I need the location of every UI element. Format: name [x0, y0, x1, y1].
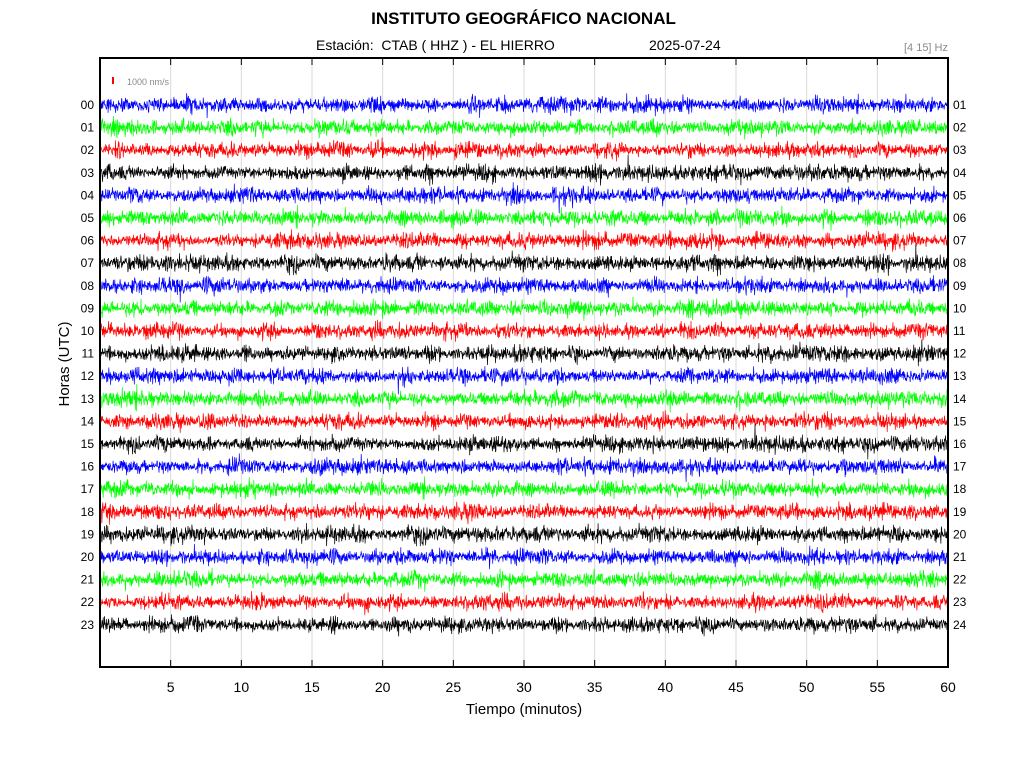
hour-label-right: 21 [953, 550, 967, 564]
hour-label-right: 12 [953, 347, 967, 361]
date-label: 2025-07-24 [649, 37, 721, 53]
hour-label-left: 10 [81, 324, 95, 338]
hour-label-left: 08 [81, 279, 95, 293]
hour-label-right: 20 [953, 527, 967, 541]
hour-label-left: 12 [81, 369, 95, 383]
x-tick-label: 20 [375, 679, 391, 695]
trace-hour-22 [100, 590, 948, 616]
hour-label-right: 15 [953, 414, 967, 428]
hour-label-right: 11 [953, 324, 966, 338]
hour-label-right: 13 [953, 369, 967, 383]
x-tick-label: 25 [446, 679, 462, 695]
hour-label-left: 09 [81, 301, 95, 315]
trace-hour-04 [100, 182, 948, 214]
hour-label-right: 06 [953, 211, 967, 225]
x-tick-label: 60 [940, 679, 956, 695]
hour-label-right: 05 [953, 188, 967, 202]
hour-label-right: 16 [953, 437, 967, 451]
trace-hour-06 [100, 228, 948, 252]
hour-label-left: 16 [81, 460, 95, 474]
hour-label-left: 20 [81, 550, 95, 564]
x-tick-label: 40 [658, 679, 674, 695]
trace-hour-02 [100, 137, 948, 162]
trace-hour-19 [100, 522, 948, 547]
hour-label-right: 01 [953, 98, 967, 112]
hour-label-right: 02 [953, 121, 967, 135]
hour-label-right: 18 [953, 482, 967, 496]
amplitude-scale: 1000 nm/s [112, 77, 170, 87]
hour-label-left: 14 [81, 414, 95, 428]
trace-hour-13 [100, 384, 948, 413]
hour-label-left: 23 [81, 618, 95, 632]
trace-hour-17 [100, 476, 948, 501]
hour-label-right: 17 [953, 460, 967, 474]
x-tick-label: 45 [728, 679, 744, 695]
trace-hour-11 [100, 339, 948, 367]
x-tick-label: 55 [870, 679, 886, 695]
trace-hour-10 [100, 319, 948, 342]
hour-label-right: 03 [953, 143, 967, 157]
hour-label-left: 01 [81, 121, 95, 135]
x-axis-label: Tiempo (minutos) [466, 701, 582, 718]
hour-label-left: 17 [81, 482, 95, 496]
hour-label-left: 19 [81, 527, 95, 541]
trace-hour-18 [100, 501, 948, 525]
seismic-traces [100, 93, 948, 637]
hour-label-right: 14 [953, 392, 967, 406]
x-tick-label: 15 [304, 679, 320, 695]
hour-label-left: 22 [81, 595, 95, 609]
x-axis-ticks: 5 10 15 20 25 30 35 40 45 50 55 60 [167, 58, 956, 695]
hour-label-left: 03 [81, 166, 95, 180]
filter-band-label: [4 15] Hz [903, 42, 948, 54]
x-tick-label: 50 [799, 679, 815, 695]
scale-bar-label: 1000 nm/s [127, 77, 170, 87]
hour-label-right: 04 [953, 166, 967, 180]
x-tick-label: 30 [516, 679, 532, 695]
x-tick-label: 35 [587, 679, 603, 695]
hour-label-right: 08 [953, 256, 967, 270]
hour-label-left: 11 [82, 347, 95, 361]
hour-label-right: 22 [953, 573, 967, 587]
trace-hour-21 [100, 567, 948, 592]
page-title: INSTITUTO GEOGRÁFICO NACIONAL [371, 9, 676, 28]
trace-hour-09 [100, 296, 948, 321]
hour-label-right: 07 [953, 234, 967, 248]
grid-lines [170, 58, 878, 667]
trace-hour-00 [100, 93, 948, 119]
hour-label-right: 19 [953, 505, 967, 519]
hour-label-left: 06 [81, 234, 95, 248]
trace-hour-20 [100, 543, 948, 570]
trace-hour-12 [100, 366, 948, 395]
trace-hour-14 [100, 410, 948, 433]
hour-label-left: 18 [81, 505, 95, 519]
x-tick-label: 10 [234, 679, 250, 695]
trace-hour-05 [100, 204, 948, 231]
hour-label-left: 02 [81, 143, 95, 157]
hour-label-right: 10 [953, 301, 967, 315]
station-label: Estación: CTAB ( HHZ ) - EL HIERRO [316, 37, 555, 53]
trace-hour-23 [100, 614, 948, 637]
hour-label-right: 09 [953, 279, 967, 293]
hour-label-left: 13 [81, 392, 95, 406]
scale-bar-mark [112, 77, 114, 84]
trace-hour-15 [100, 423, 948, 460]
hour-label-left: 04 [81, 188, 95, 202]
trace-hour-03 [100, 154, 948, 186]
trace-hour-07 [100, 244, 948, 277]
trace-hour-16 [100, 453, 948, 482]
hour-labels: 00 01 02 03 04 05 06 07 08 09 10 11 12 13 14 15 16 17 18 19… [81, 98, 967, 632]
trace-hour-08 [100, 275, 948, 303]
y-axis-label: Horas (UTC) [56, 321, 73, 406]
hour-label-left: 21 [81, 573, 95, 587]
trace-hour-01 [100, 116, 948, 140]
hour-label-left: 15 [81, 437, 95, 451]
x-tick-label: 5 [167, 679, 175, 695]
hour-label-right: 23 [953, 595, 967, 609]
hour-label-left: 05 [81, 211, 95, 225]
hour-label-left: 07 [81, 256, 95, 270]
hour-label-left: 00 [81, 98, 95, 112]
hour-label-right: 24 [953, 618, 967, 632]
